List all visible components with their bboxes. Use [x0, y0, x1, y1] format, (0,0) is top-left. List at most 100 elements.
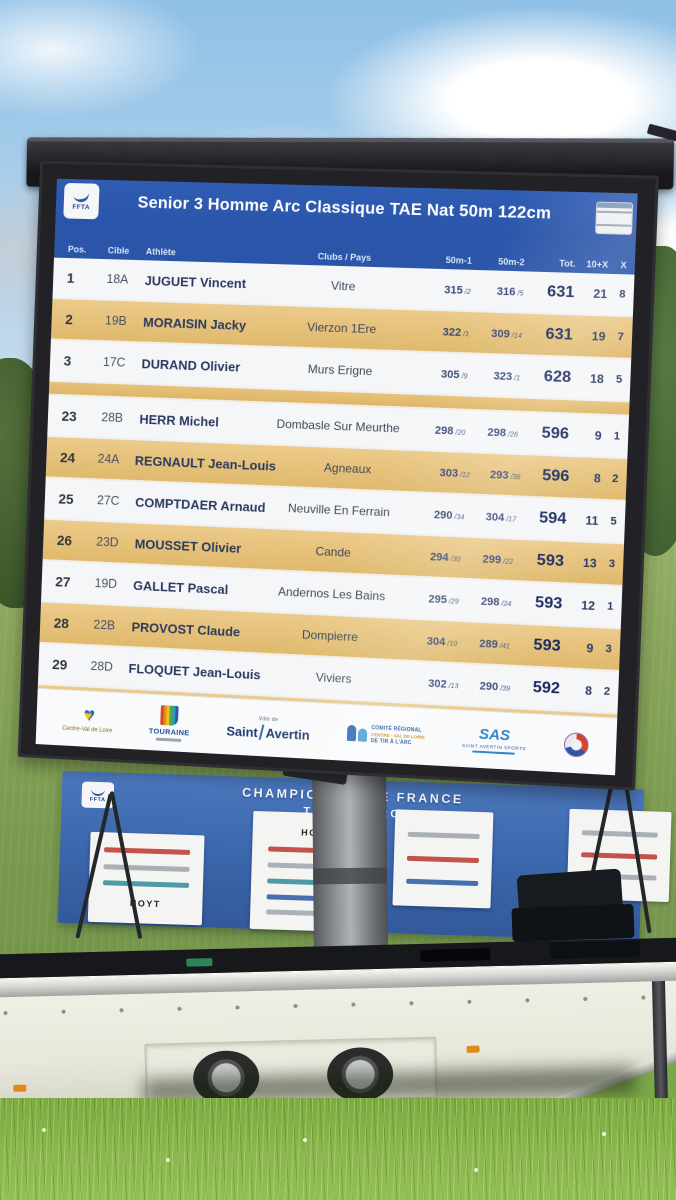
rivet-line [3, 994, 672, 1016]
heart-icon: ♥ ♥ [83, 704, 96, 727]
sponsor-logo-bar [582, 829, 658, 838]
logo-caption: Avertin [265, 725, 310, 743]
tens-cell: 12 [581, 598, 596, 614]
col-total: Tot. [559, 258, 576, 269]
score-50m2-cell: 289/41 [479, 637, 510, 651]
target-cell: 17C [102, 354, 126, 370]
divider-icon [258, 724, 265, 741]
score-50m1-cell: 305/9 [440, 368, 468, 382]
club-cell: Agneaux [323, 460, 372, 477]
tens-cell: 9 [594, 428, 602, 443]
sponsor-logo-bar [406, 878, 479, 886]
club-cell: Andernos Les Bains [277, 584, 386, 604]
club-cell: Cande [315, 544, 352, 560]
target-cell: 19B [104, 313, 127, 329]
score-50m1-cell: 302/13 [427, 677, 459, 691]
sponsor-logo-bar [103, 880, 189, 889]
score-50m2-cell: 316/5 [496, 285, 524, 299]
tens-cell: 9 [586, 641, 594, 656]
logo-subline [472, 750, 516, 755]
tens-cell: 8 [584, 683, 593, 699]
archer-figures-icon [346, 724, 368, 742]
x-count-cell: 5 [615, 373, 623, 386]
target-cell: 18A [106, 272, 129, 287]
sponsor-panel: HOYT [87, 831, 205, 926]
logo-club-emblem [563, 732, 590, 758]
sponsor-panel [392, 809, 494, 909]
athlete-name-cell: PROVOST Claude [131, 618, 241, 640]
total-cell: 594 [538, 509, 567, 528]
score-50m1-cell: 294/30 [429, 551, 461, 565]
club-cell: Viviers [315, 670, 352, 686]
target-cell: 22B [93, 617, 116, 633]
page-title: Senior 3 Homme Arc Classique TAE Nat 50m… [137, 193, 552, 223]
logo-subline [156, 737, 182, 742]
score-50m1-cell: 303/12 [439, 467, 471, 480]
right-post [651, 980, 669, 1117]
club-cell: Dombasle Sur Meurthe [276, 416, 400, 436]
target-cell: 19D [94, 576, 118, 592]
x-count-cell: 1 [613, 430, 621, 443]
position-cell: 26 [56, 532, 73, 549]
athlete-name-cell: MOUSSET Olivier [134, 535, 242, 556]
bed-item [186, 958, 213, 967]
score-50m2-cell: 293/38 [489, 469, 521, 482]
trailer [0, 937, 676, 1118]
logo-centre-val-de-loire: ♥ ♥ Centre-Val de Loire [62, 704, 113, 734]
tens-cell: 8 [593, 471, 601, 486]
position-cell: 3 [63, 352, 72, 369]
score-50m2-cell: 298/24 [480, 595, 512, 609]
tens-cell: 19 [591, 329, 606, 344]
results-table: 1 18A JUGUET Vincent Vitre 315/2 316/5 6… [37, 257, 635, 718]
score-50m2-cell: 290/39 [479, 680, 511, 694]
orange-reflector [13, 1084, 27, 1092]
col-50m2: 50m-2 [497, 256, 525, 268]
logo-caption: SAS [478, 725, 511, 745]
x-count-cell: 2 [603, 685, 611, 698]
score-50m1-cell: 298/20 [434, 424, 466, 438]
athlete-name-cell: MORAISIN Jacky [142, 314, 247, 333]
col-pos: Pos. [67, 244, 87, 255]
total-cell: 596 [541, 424, 570, 443]
x-count-cell: 8 [619, 288, 626, 301]
board-screen: FFTA Senior 3 Homme Arc Classique TAE Na… [35, 178, 638, 776]
logo-caption: Ville de [258, 716, 279, 724]
position-cell: 23 [61, 407, 78, 425]
stripes-icon [160, 705, 179, 726]
logo-saint-avertin: Ville de Saint Avertin [226, 715, 310, 743]
ffta-logo: FFTA [63, 182, 100, 220]
score-50m1-cell: 315/2 [444, 284, 471, 297]
score-50m2-cell: 323/1 [493, 370, 521, 384]
club-cell: Vierzon 1Ere [306, 319, 377, 337]
support-pole [311, 749, 389, 966]
x-count-cell: 2 [611, 472, 619, 486]
target-cell: 27C [96, 493, 120, 508]
sponsor-logo-bar [103, 864, 190, 872]
athlete-name-cell: HERR Michel [139, 411, 220, 430]
orange-reflector [466, 1045, 480, 1053]
logo-touraine: TOURAINE [149, 705, 191, 743]
x-count-cell: 3 [605, 642, 612, 656]
position-cell: 25 [58, 490, 74, 508]
total-cell: 593 [533, 636, 561, 655]
col-athlete: Athlète [145, 246, 176, 258]
total-cell: 593 [536, 551, 565, 571]
x-count-cell: 1 [606, 600, 614, 613]
bed-item [420, 948, 491, 962]
x-count-cell: 7 [617, 330, 625, 344]
position-cell: 27 [55, 573, 71, 590]
score-50m2-cell: 298/26 [487, 426, 519, 440]
col-club: Clubs / Pays [317, 251, 372, 263]
foreground-grass [0, 1098, 676, 1200]
score-50m1-cell: 290/34 [433, 509, 465, 522]
club-cell: Dompierre [301, 627, 359, 645]
equipment-part [511, 903, 635, 943]
score-50m2-cell: 299/22 [482, 553, 514, 567]
col-tens: 10+X [586, 259, 609, 270]
ffta-arc-icon [72, 189, 91, 204]
tens-cell: 18 [589, 371, 605, 387]
logo-caption: Centre-Val de Loire [62, 725, 113, 735]
club-cell: Murs Erigne [307, 361, 373, 379]
round-emblem-icon [563, 732, 590, 758]
logo-sas: SAS SAINT AVERTIN SPORTS [462, 726, 527, 756]
